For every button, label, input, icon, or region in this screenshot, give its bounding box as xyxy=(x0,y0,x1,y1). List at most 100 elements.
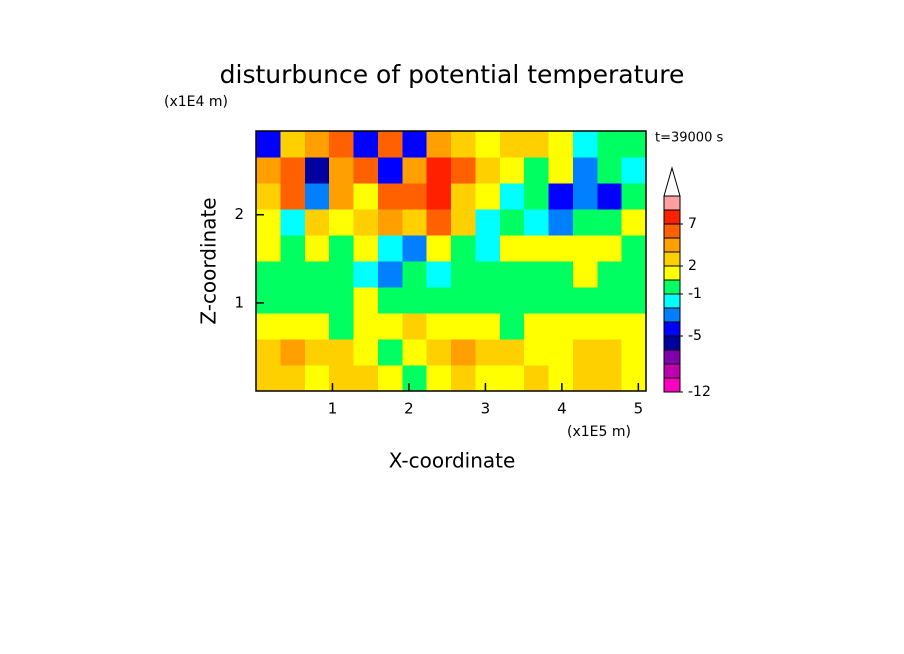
x-tick-label: 4 xyxy=(557,400,567,418)
contour-cell xyxy=(524,183,549,210)
colorbar-segment xyxy=(663,321,681,337)
y-tick-label: 1 xyxy=(234,293,244,311)
contour-cell xyxy=(548,313,574,340)
contour-cell xyxy=(329,313,354,340)
contour-cell xyxy=(280,365,306,392)
colorbar-tick-label: -12 xyxy=(688,384,711,400)
contour-cell xyxy=(499,209,525,236)
contour-cell xyxy=(280,313,306,340)
contour-cell xyxy=(597,313,623,340)
contour-cell xyxy=(353,157,379,184)
contour-cell xyxy=(524,287,549,314)
contour-cell xyxy=(353,183,379,210)
contour-cell xyxy=(377,183,403,210)
contour-cell xyxy=(548,287,574,314)
contour-cell xyxy=(451,287,476,314)
contour-cell xyxy=(377,339,403,366)
contour-cell xyxy=(256,131,281,158)
x-axis-label: X-coordinate xyxy=(389,449,516,473)
contour-cell xyxy=(280,209,306,236)
contour-cell xyxy=(475,261,501,288)
contour-cell xyxy=(621,131,647,158)
contour-cell xyxy=(353,287,379,314)
contour-cell xyxy=(597,287,623,314)
contour-cell xyxy=(256,339,281,366)
colorbar-tick-label: 7 xyxy=(688,216,697,232)
contour-cell xyxy=(572,313,598,340)
contour-cell xyxy=(426,313,452,340)
contour-cell xyxy=(548,183,574,210)
colorbar-segment xyxy=(663,293,681,309)
colorbar-segment xyxy=(663,237,681,253)
contour-cell xyxy=(329,131,354,158)
contour-cell xyxy=(621,209,647,236)
contour-cell xyxy=(402,261,428,288)
contour-cell xyxy=(621,183,647,210)
contour-cell xyxy=(597,365,623,392)
contour-cell xyxy=(426,131,452,158)
x-tick-label: 1 xyxy=(328,400,338,418)
contour-cell xyxy=(280,157,306,184)
contour-cell xyxy=(329,339,354,366)
contour-cell xyxy=(621,365,647,392)
contour-cell xyxy=(304,339,330,366)
contour-cell xyxy=(597,261,623,288)
chart-title: disturbunce of potential temperature xyxy=(220,60,685,89)
contour-cell xyxy=(256,235,281,262)
y-axis-label: Z-coordinate xyxy=(197,197,221,324)
contour-cell xyxy=(524,131,549,158)
contour-cell xyxy=(621,313,647,340)
contour-cell xyxy=(329,183,354,210)
contour-cell xyxy=(304,235,330,262)
contour-cell xyxy=(329,209,354,236)
x-unit: (x1E5 m) xyxy=(567,424,631,440)
contour-cell xyxy=(451,209,476,236)
contour-cell xyxy=(548,131,574,158)
contour-cell xyxy=(499,157,525,184)
colorbar-segment xyxy=(663,251,681,267)
contour-cell xyxy=(353,339,379,366)
contour-cell xyxy=(402,313,428,340)
contour-cell xyxy=(524,235,549,262)
contour-cell xyxy=(475,287,501,314)
contour-cell xyxy=(475,209,501,236)
contour-cell xyxy=(499,131,525,158)
contour-cell xyxy=(572,261,598,288)
contour-cell xyxy=(451,131,476,158)
contour-cell xyxy=(451,313,476,340)
contour-cell xyxy=(426,157,452,184)
contour-cell xyxy=(524,365,549,392)
contour-cell xyxy=(402,287,428,314)
contour-cell xyxy=(524,261,549,288)
contour-cell xyxy=(572,287,598,314)
contour-cell xyxy=(353,209,379,236)
contour-cell xyxy=(329,287,354,314)
contour-cell xyxy=(451,157,476,184)
colorbar-segment xyxy=(663,377,681,393)
contour-cell xyxy=(377,261,403,288)
contour-cell xyxy=(548,235,574,262)
contour-cell xyxy=(256,365,281,392)
contour-cell xyxy=(280,261,306,288)
colorbar-segment xyxy=(663,307,681,323)
contour-cell xyxy=(548,339,574,366)
contour-cell xyxy=(280,287,306,314)
contour-cell xyxy=(256,287,281,314)
contour-cell xyxy=(304,183,330,210)
contour-cell xyxy=(475,235,501,262)
contour-cell xyxy=(280,131,306,158)
contour-cell xyxy=(353,313,379,340)
contour-cell xyxy=(499,313,525,340)
colorbar-segment xyxy=(663,349,681,365)
contour-cell xyxy=(402,365,428,392)
contour-cell xyxy=(572,209,598,236)
contour-cell xyxy=(377,313,403,340)
contour-cell xyxy=(621,339,647,366)
contour-cell xyxy=(572,157,598,184)
colorbar-segment xyxy=(663,363,681,379)
contour-cell xyxy=(402,157,428,184)
contour-cell xyxy=(280,183,306,210)
colorbar-segment xyxy=(663,265,681,281)
contour-cell xyxy=(499,183,525,210)
